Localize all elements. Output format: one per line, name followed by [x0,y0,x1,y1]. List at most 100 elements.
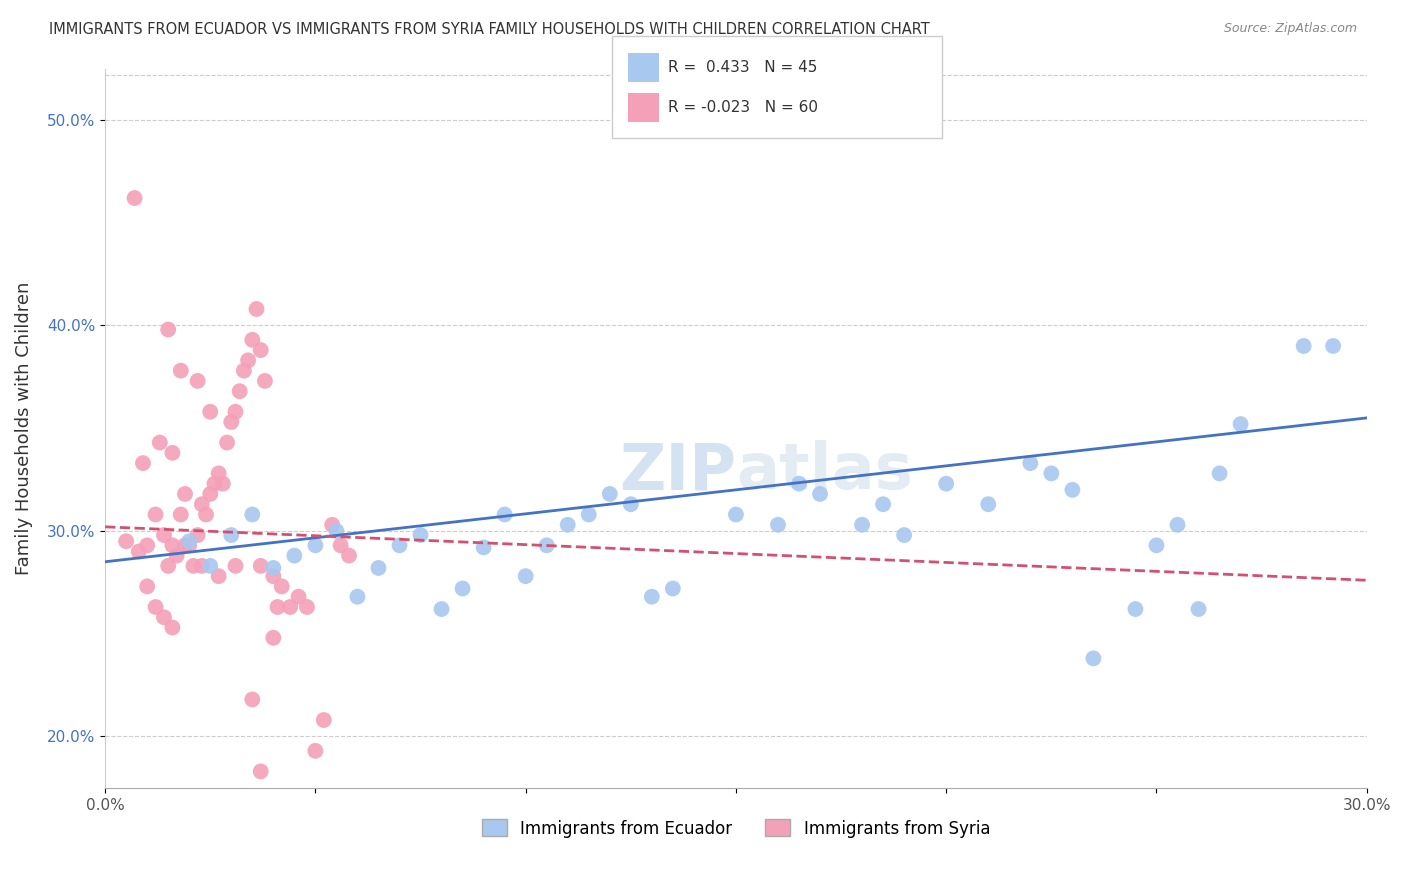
Point [170,364,193,378]
Point [1229,417,1251,431]
Point [249,764,271,779]
Point [208,569,231,583]
Point [136,579,159,593]
Point [174,487,197,501]
Point [494,508,516,522]
Point [219,415,242,429]
Point [329,538,352,552]
Point [174,538,197,552]
Point [346,590,368,604]
Point [472,541,495,555]
Point [304,538,326,552]
Point [236,353,259,368]
Point [128,544,150,558]
Point [287,590,309,604]
Point [851,517,873,532]
Point [145,508,167,522]
Point [304,744,326,758]
Point [245,301,267,316]
Point [1166,517,1188,532]
Point [312,713,335,727]
Point [132,456,155,470]
Point [170,508,193,522]
Point [136,538,159,552]
Point [325,524,347,538]
Text: Source: ZipAtlas.com: Source: ZipAtlas.com [1223,22,1357,36]
Point [240,692,263,706]
Point [195,508,218,522]
Point [1187,602,1209,616]
Point [145,599,167,614]
Point [204,476,226,491]
Point [270,579,292,593]
Text: R = -0.023   N = 60: R = -0.023 N = 60 [668,101,818,115]
Point [367,561,389,575]
Point [295,599,318,614]
Point [212,476,235,491]
Point [232,364,254,378]
Point [977,497,1000,511]
Point [557,517,579,532]
Point [1040,467,1063,481]
Point [1019,456,1042,470]
Text: atlas: atlas [735,441,912,502]
Point [266,599,288,614]
Point [217,435,239,450]
Point [191,558,214,573]
Point [1083,651,1105,665]
Point [724,508,747,522]
Point [157,322,180,336]
Point [1125,602,1147,616]
Point [153,610,176,624]
Point [162,621,184,635]
Point [620,497,643,511]
Text: R =  0.433   N = 45: R = 0.433 N = 45 [668,61,817,75]
Point [262,569,284,583]
Point [162,538,184,552]
Point [1292,339,1315,353]
Point [409,528,432,542]
Point [208,467,231,481]
Point [935,476,957,491]
Point [200,405,222,419]
Point [157,558,180,573]
Point [187,528,209,542]
Point [240,333,263,347]
Point [149,435,172,450]
Point [253,374,276,388]
Point [430,602,453,616]
Point [872,497,894,511]
Point [115,534,138,549]
Point [1322,339,1344,353]
Point [224,405,246,419]
Point [599,487,621,501]
Point [179,538,201,552]
Point [224,558,246,573]
Point [200,487,222,501]
Y-axis label: Family Households with Children: Family Households with Children [15,282,32,574]
Point [219,528,242,542]
Point [451,582,474,596]
Point [321,517,343,532]
Point [262,631,284,645]
Text: ZIP: ZIP [619,441,735,502]
Point [1208,467,1230,481]
Point [262,561,284,575]
Legend: Immigrants from Ecuador, Immigrants from Syria: Immigrants from Ecuador, Immigrants from… [475,813,997,844]
Point [191,497,214,511]
Point [641,590,664,604]
Text: IMMIGRANTS FROM ECUADOR VS IMMIGRANTS FROM SYRIA FAMILY HOUSEHOLDS WITH CHILDREN: IMMIGRANTS FROM ECUADOR VS IMMIGRANTS FR… [49,22,929,37]
Point [808,487,831,501]
Point [228,384,250,399]
Point [1062,483,1084,497]
Point [662,582,685,596]
Point [337,549,360,563]
Point [179,534,201,549]
Point [893,528,915,542]
Point [249,343,271,357]
Point [766,517,789,532]
Point [187,374,209,388]
Point [1146,538,1168,552]
Point [200,558,222,573]
Point [278,599,301,614]
